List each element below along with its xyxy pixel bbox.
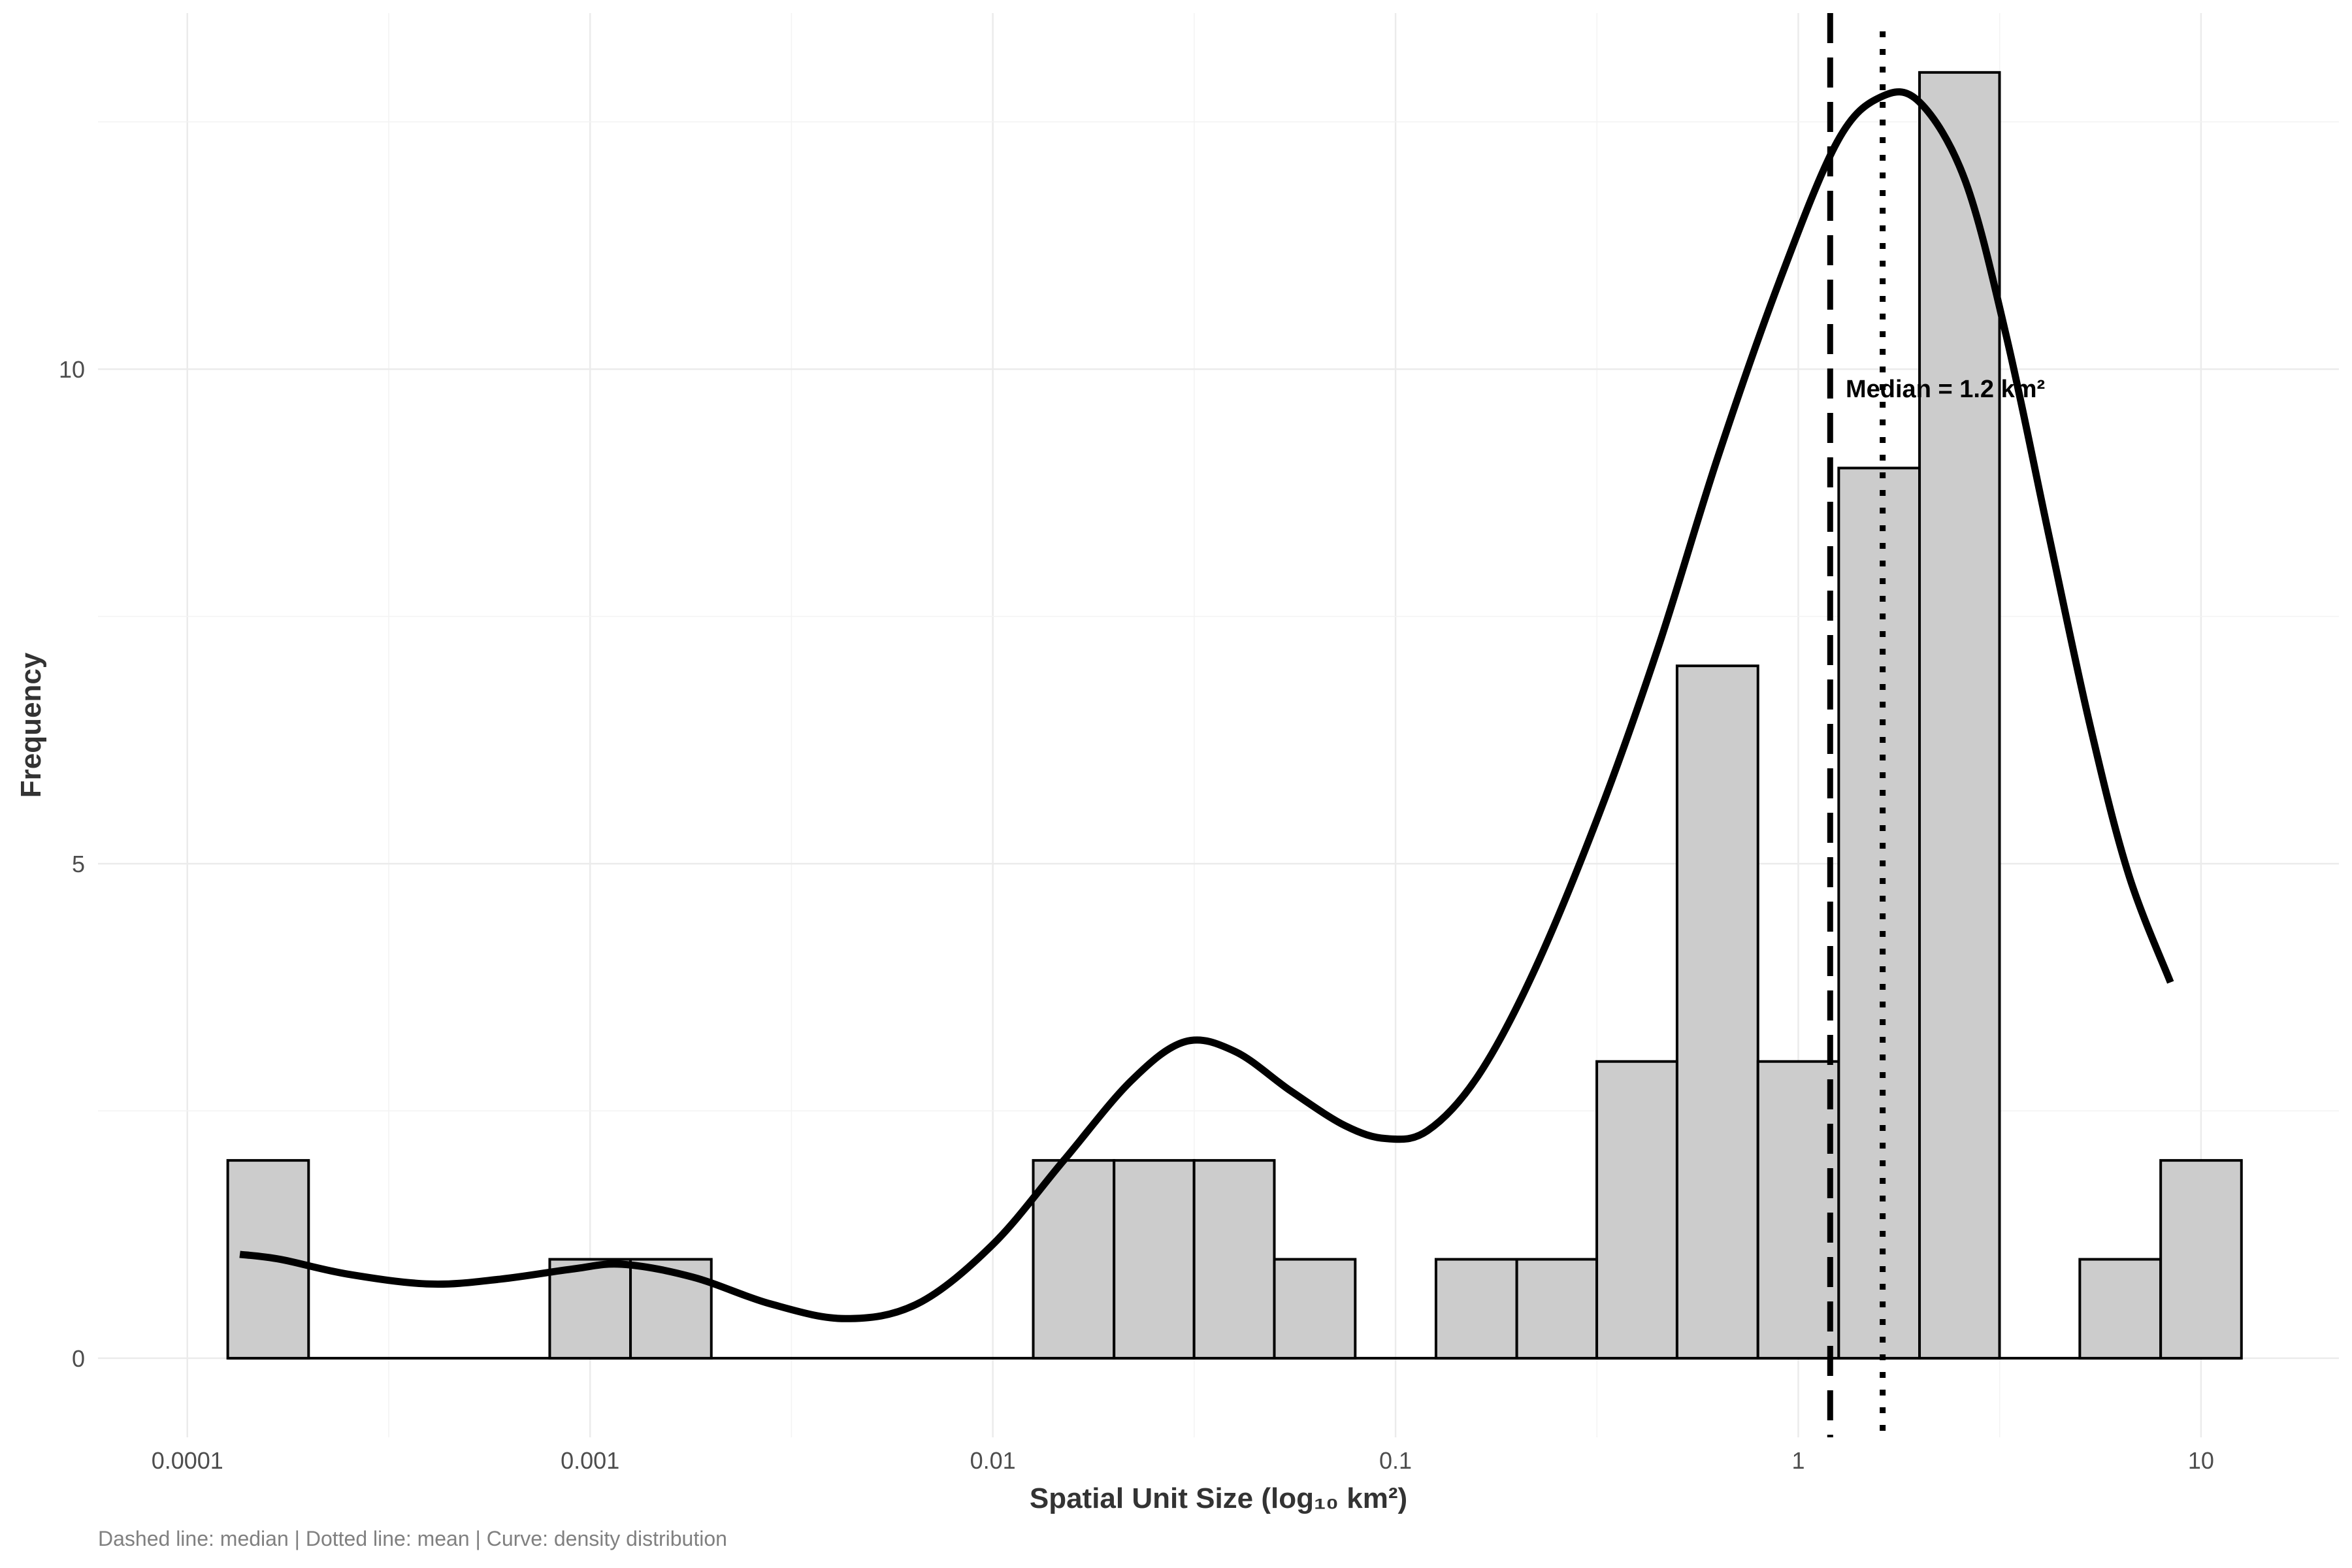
histogram-bar [1675, 664, 1759, 1360]
histogram-bar [2159, 1159, 2243, 1360]
density-curve-layer [239, 88, 2174, 1322]
x-tick-label: 0.0001 [152, 1447, 223, 1474]
median-annotation: Median = 1.2 km² [1846, 376, 2045, 403]
reference-lines-layer [1827, 13, 1886, 1437]
density-curve [239, 88, 2174, 1322]
bars-layer [226, 71, 2243, 1360]
histogram-bar [1273, 1258, 1357, 1360]
histogram-bar [548, 1258, 632, 1360]
histogram-bar [1515, 1258, 1599, 1360]
histogram-bar [1192, 1159, 1276, 1360]
histogram-bar [1595, 1060, 1678, 1360]
chart-caption: Dashed line: median | Dotted line: mean … [98, 1527, 727, 1550]
histogram-bar [1434, 1258, 1518, 1360]
x-tick-label: 0.1 [1379, 1447, 1412, 1474]
y-axis-title: Frequency [15, 652, 47, 798]
x-tick-label: 0.001 [561, 1447, 619, 1474]
histogram-bar [2078, 1258, 2163, 1360]
x-axis-title: Spatial Unit Size (log₁₀ km²) [1030, 1482, 1407, 1514]
y-tick-label: 10 [59, 356, 85, 383]
histogram-bar [1837, 466, 1921, 1360]
y-tick-label: 5 [72, 851, 85, 877]
y-tick-label: 0 [72, 1345, 85, 1372]
histogram-bar [1756, 1060, 1840, 1360]
x-tick-label: 0.01 [970, 1447, 1016, 1474]
histogram-bar [1032, 1159, 1116, 1360]
histogram-bar [1918, 71, 2001, 1360]
x-tick-label: 10 [2188, 1447, 2214, 1474]
x-tick-label: 1 [1791, 1447, 1805, 1474]
tick-labels-layer: 0.0001 0.001 0.01 0.1 1 10 0 5 10 [59, 356, 2214, 1474]
histogram-bar [1113, 1159, 1196, 1360]
